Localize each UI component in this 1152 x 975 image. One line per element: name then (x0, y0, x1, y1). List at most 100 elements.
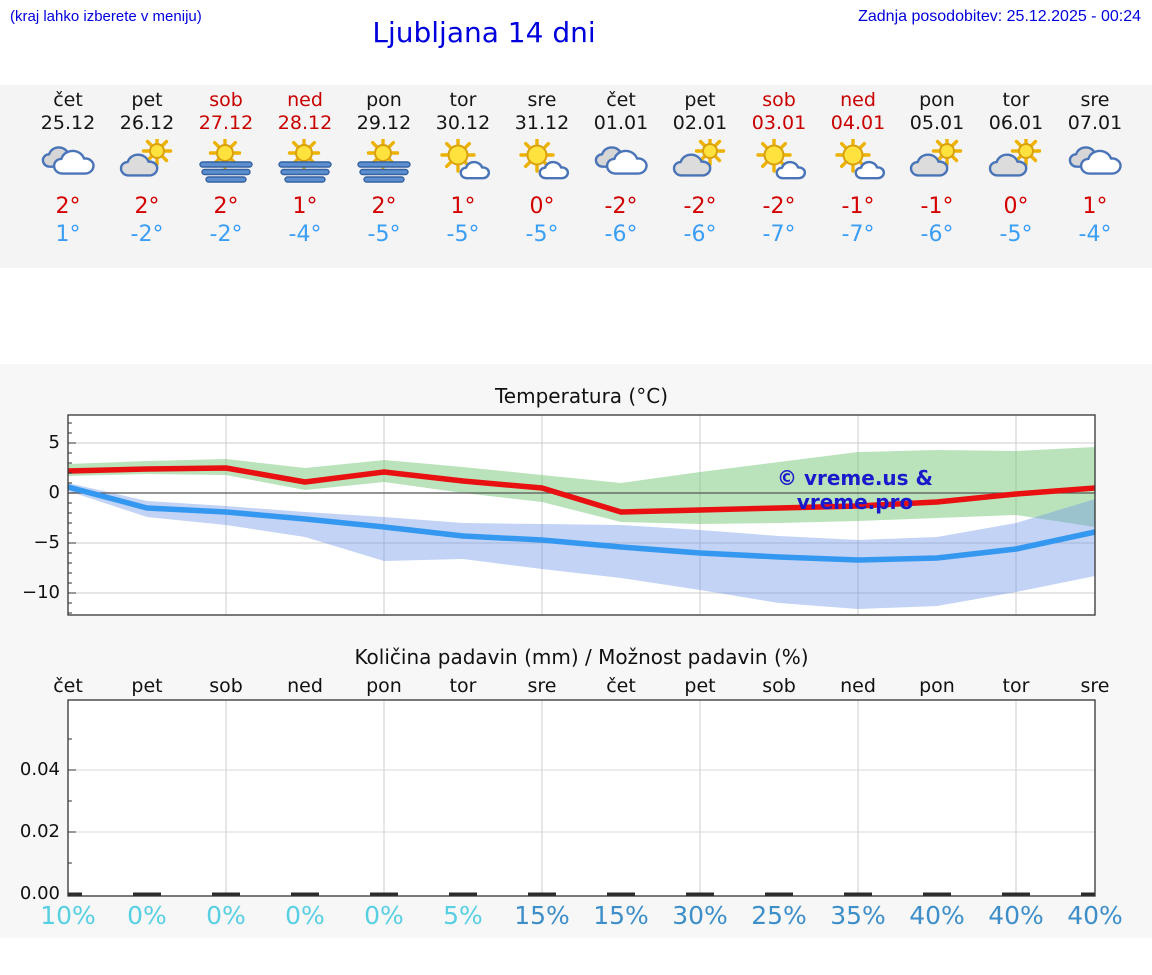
day-name: sre (1080, 89, 1110, 111)
precip-probability-label: 0% (285, 901, 325, 930)
low-temp: -5° (446, 222, 480, 247)
precip-day-label: sre (1080, 675, 1110, 697)
day-name: sob (209, 89, 243, 111)
high-temp: 2° (134, 194, 160, 219)
forecast-day-column: sre 07.01 1° -4° (1056, 85, 1135, 248)
day-date: 28.12 (277, 112, 333, 134)
forecast-day-column: pon 05.01 -1° -6° (898, 85, 977, 248)
precip-day-label: čet (53, 675, 83, 697)
low-temp: -2° (130, 222, 164, 247)
high-temp: -2° (683, 194, 717, 219)
low-temp: 1° (55, 222, 81, 247)
high-temp: -2° (604, 194, 638, 219)
day-name: tor (449, 89, 477, 111)
precip-day-label: tor (449, 675, 477, 697)
precip-day-label: čet (606, 675, 636, 697)
low-temp: -4° (288, 222, 322, 247)
low-temp: -2° (209, 222, 243, 247)
high-temp: 2° (371, 194, 397, 219)
weather-icon-cloudy (29, 136, 108, 188)
precip-day-label: pet (131, 675, 163, 697)
precip-probability-label: 40% (909, 901, 965, 930)
day-date: 03.01 (751, 112, 807, 134)
precip-probability-label: 30% (672, 901, 728, 930)
high-temp: 2° (213, 194, 239, 219)
high-temp: 2° (55, 194, 81, 219)
day-name: pon (366, 89, 402, 111)
low-temp: -5° (525, 222, 559, 247)
day-name: sob (762, 89, 796, 111)
forecast-day-column: sre 31.12 0° -5° (503, 85, 582, 248)
precip-probability-label: 25% (751, 901, 807, 930)
low-temp: -6° (920, 222, 954, 247)
forecast-day-column: čet 01.01 -2° -6° (582, 85, 661, 248)
precip-day-label: sob (762, 675, 796, 697)
high-temp: 0° (1003, 194, 1029, 219)
forecast-day-column: ned 28.12 1° -4° (266, 85, 345, 248)
weather-icon-fog (345, 136, 424, 188)
precip-probability-label: 15% (593, 901, 649, 930)
precip-probability-label: 15% (514, 901, 570, 930)
weather-icon-partly (898, 136, 977, 188)
weather-icon-mostly (819, 136, 898, 188)
forecast-day-column: pet 26.12 2° -2° (108, 85, 187, 248)
precip-axis-tick-label: 0.00 (19, 883, 60, 904)
precip-probability-label: 40% (1067, 901, 1123, 930)
low-temp: -5° (367, 222, 401, 247)
low-temp: -5° (999, 222, 1033, 247)
weather-icon-cloudy (582, 136, 661, 188)
forecast-day-column: tor 06.01 0° -5° (977, 85, 1056, 248)
weather-icon-mostly (424, 136, 503, 188)
precip-day-label: pon (366, 675, 402, 697)
day-date: 26.12 (119, 112, 175, 134)
day-name: sre (527, 89, 557, 111)
precip-probability-label: 10% (40, 901, 96, 930)
day-name: pet (684, 89, 716, 111)
precipitation-chart-title: Količina padavin (mm) / Možnost padavin … (354, 645, 809, 669)
day-date: 25.12 (40, 112, 96, 134)
precip-day-label: ned (287, 675, 323, 697)
high-temp: -1° (841, 194, 875, 219)
day-name: ned (287, 89, 323, 111)
day-date: 04.01 (830, 112, 886, 134)
precip-probability-label: 5% (443, 901, 483, 930)
precip-day-label: pon (919, 675, 955, 697)
low-temp: -4° (1078, 222, 1112, 247)
forecast-day-column: tor 30.12 1° -5° (424, 85, 503, 248)
last-update-timestamp: Zadnja posodobitev: 25.12.2025 - 00:24 (858, 8, 1141, 25)
high-temp: 0° (529, 194, 555, 219)
day-date: 29.12 (356, 112, 412, 134)
weather-icon-partly (977, 136, 1056, 188)
temp-axis-tick-label: −10 (22, 582, 60, 603)
day-date: 06.01 (988, 112, 1044, 134)
weather-icon-partly (108, 136, 187, 188)
forecast-day-column: pet 02.01 -2° -6° (661, 85, 740, 248)
temp-axis-tick-label: −5 (33, 532, 60, 553)
precip-probability-label: 0% (364, 901, 404, 930)
precip-day-label: pet (684, 675, 716, 697)
precip-axis-tick-label: 0.02 (19, 821, 60, 842)
day-date: 02.01 (672, 112, 728, 134)
day-date: 31.12 (514, 112, 570, 134)
high-temp: -2° (762, 194, 796, 219)
high-temp: 1° (292, 194, 318, 219)
weather-icon-cloudy (1056, 136, 1135, 188)
day-name: čet (53, 89, 83, 111)
temp-axis-tick-label: 0 (48, 482, 60, 503)
forecast-day-column: sob 03.01 -2° -7° (740, 85, 819, 248)
weather-icon-mostly (740, 136, 819, 188)
day-date: 30.12 (435, 112, 491, 134)
precip-day-label: ned (840, 675, 876, 697)
low-temp: -6° (604, 222, 638, 247)
precip-probability-label: 40% (988, 901, 1044, 930)
precip-probability-label: 35% (830, 901, 886, 930)
precip-day-label: sre (527, 675, 557, 697)
high-temp: 1° (450, 194, 476, 219)
page-title: Ljubljana 14 dni (372, 16, 596, 49)
forecast-day-column: pon 29.12 2° -5° (345, 85, 424, 248)
high-temp: 1° (1082, 194, 1108, 219)
precip-day-label: tor (1002, 675, 1030, 697)
weather-icon-mostly (503, 136, 582, 188)
vreme-watermark-link[interactable]: © vreme.us & vreme.pro (777, 466, 933, 514)
